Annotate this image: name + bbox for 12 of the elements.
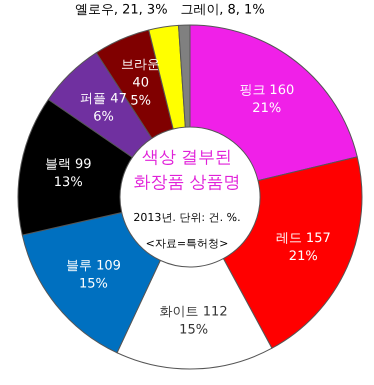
slice-label: 퍼플 47 6% — [80, 92, 127, 125]
slice-label: 블랙 99 13% — [44, 157, 92, 190]
slice-label: 옐로우, 21, 3% — [74, 2, 168, 18]
text: <자료=특허청> — [146, 237, 228, 250]
text: 2013년. 단위: 건. %. — [133, 211, 241, 224]
data-label: 40 5% — [130, 76, 152, 109]
slice-label: 레드 157 21% — [276, 230, 331, 264]
slice-label: 화이트 112 15% — [160, 304, 228, 338]
text: 색상 결부된 화장품 상품명 — [133, 148, 241, 192]
slice-label: 그레이, 8, 1% — [180, 2, 265, 18]
slice-label: 블루 109 15% — [66, 258, 121, 292]
slice-label: 핑크 160 21% — [239, 83, 294, 116]
